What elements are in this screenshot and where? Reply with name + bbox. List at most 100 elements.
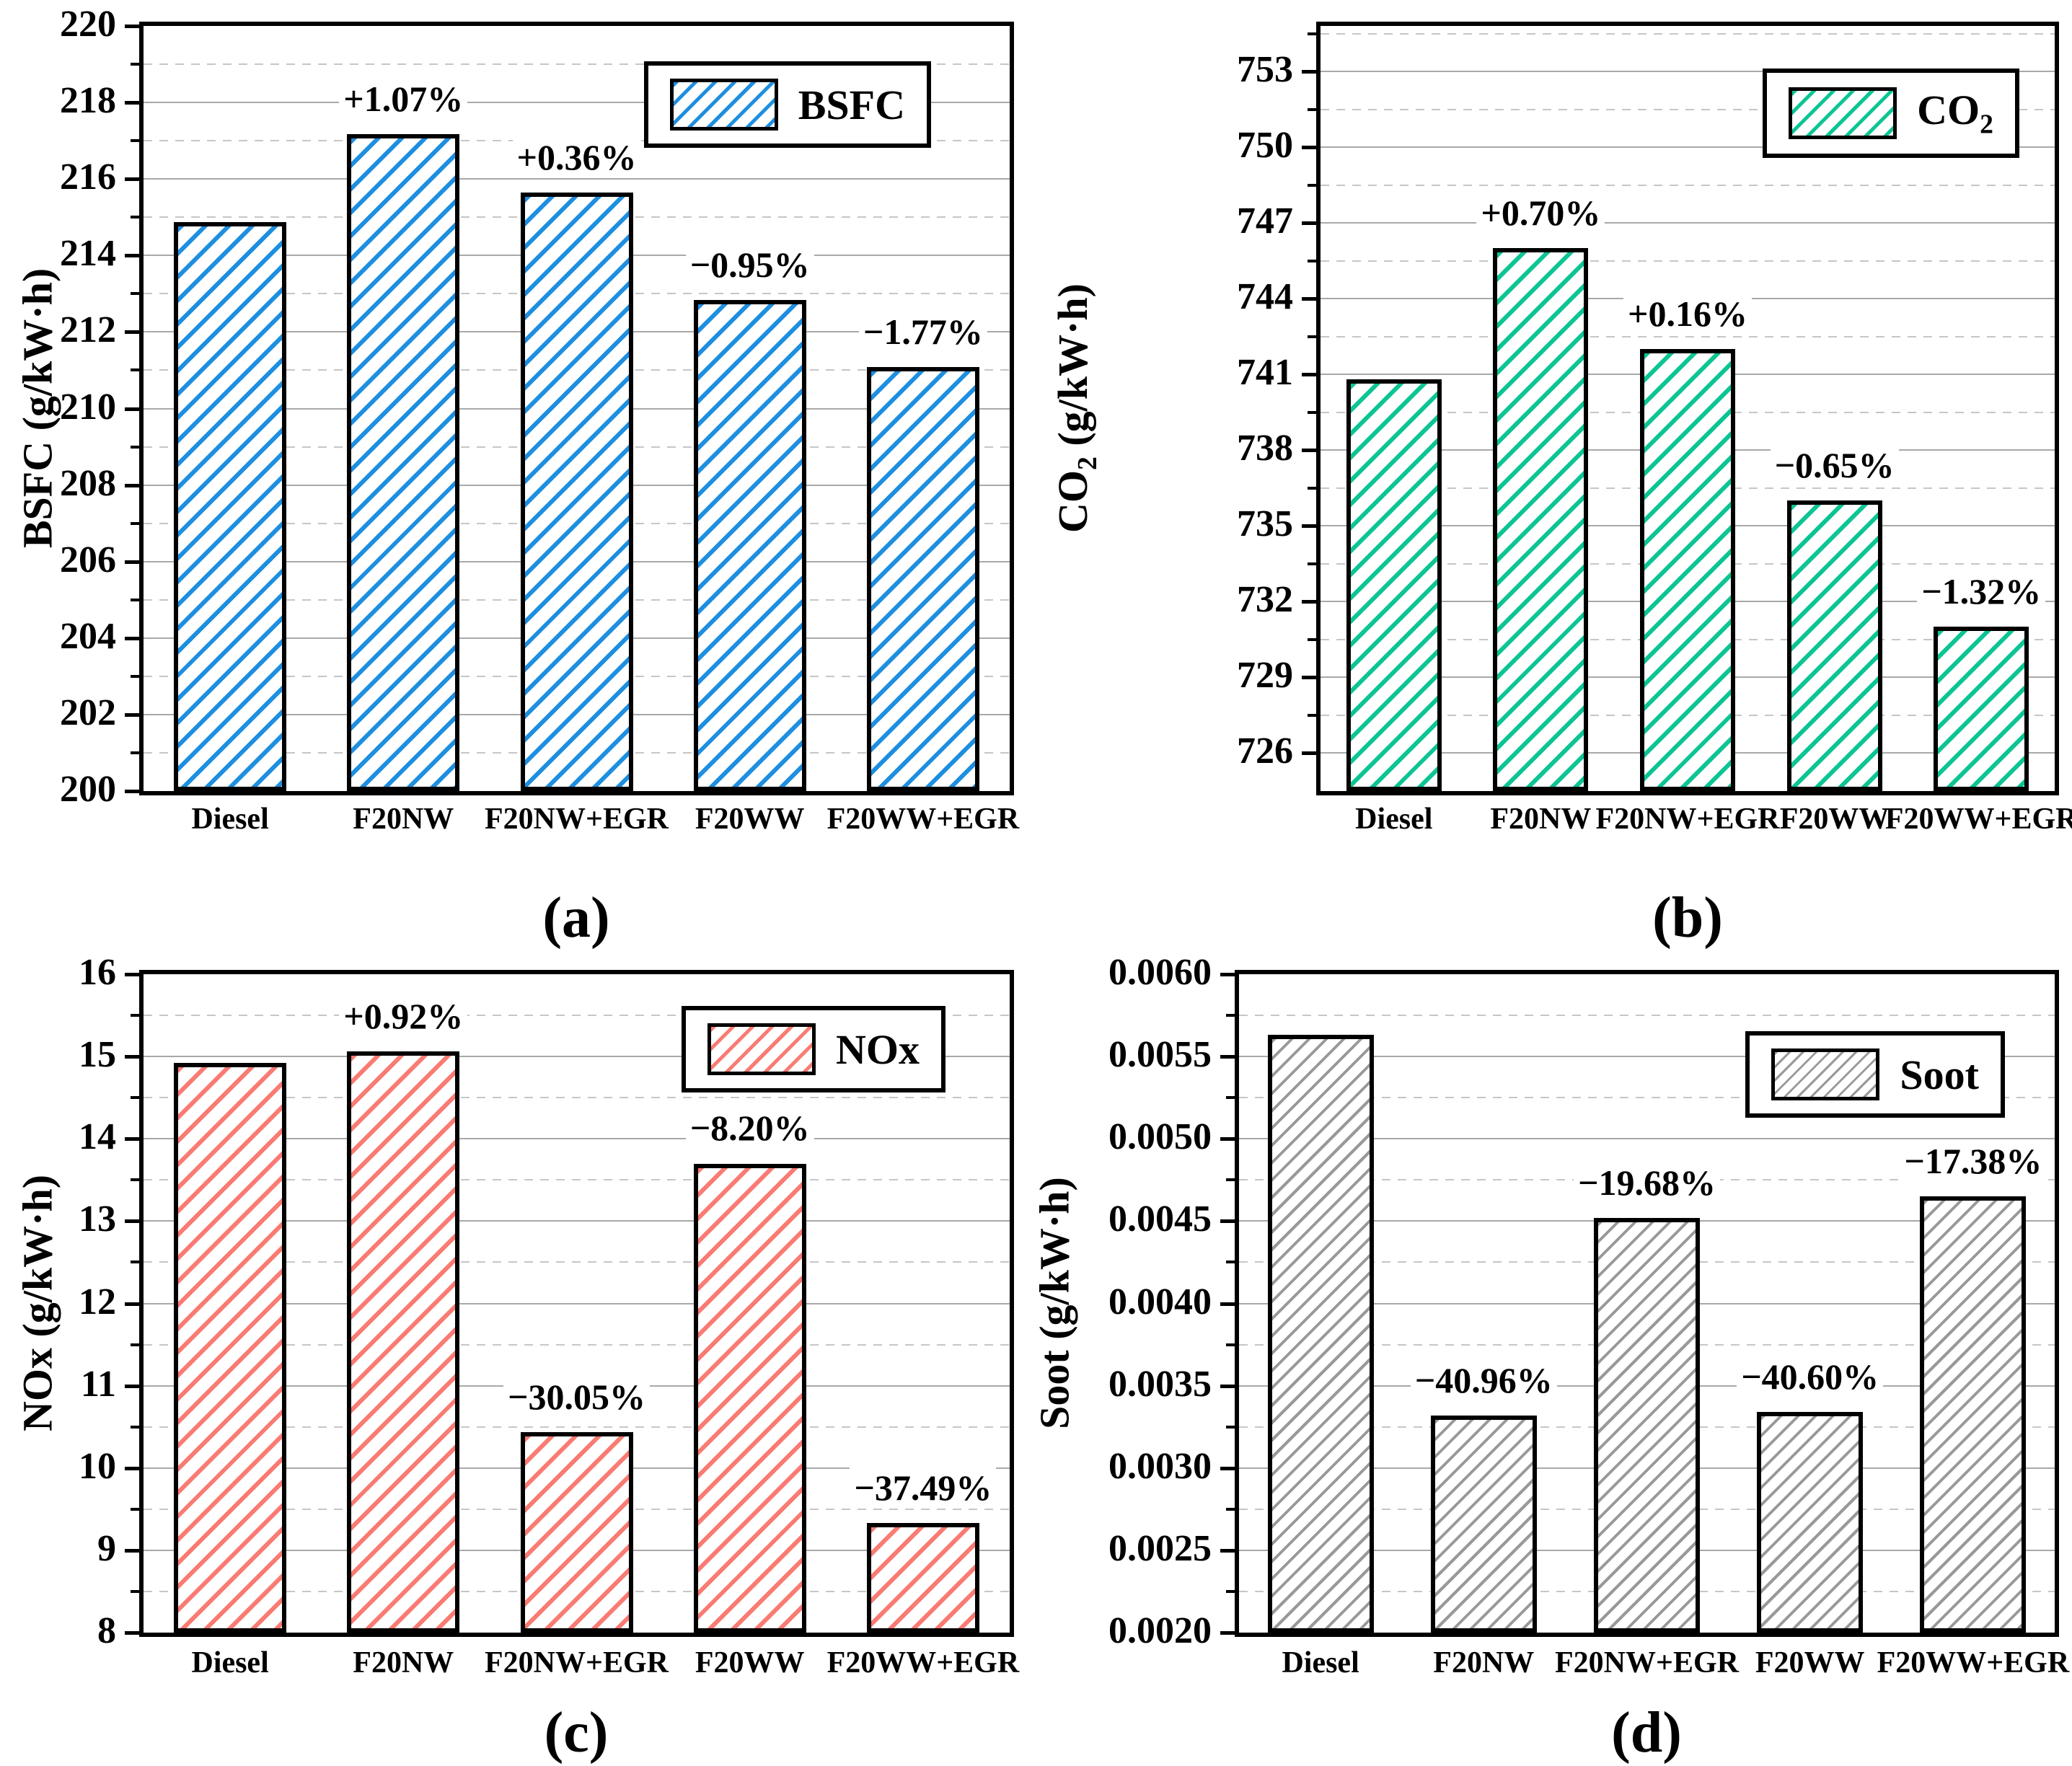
percent-change-text: +1.07% [339, 78, 468, 119]
y-minor-tick [1308, 107, 1316, 111]
x-tick-label-F20WW+EGR: F20WW+EGR [826, 803, 1020, 836]
bar-F20NW [1493, 248, 1589, 791]
major-gridline [1239, 1138, 2055, 1140]
y-tick-label: 744 [1237, 276, 1293, 318]
bar-F20WW+EGR [866, 1523, 979, 1633]
x-tick-label-F20NW+EGR: F20NW+EGR [485, 803, 669, 836]
subscript: 2 [1980, 109, 1993, 140]
bar-F20WW+EGR [1920, 1196, 2027, 1633]
y-major-tick [1302, 146, 1316, 150]
y-major-tick [1302, 676, 1316, 680]
y-minor-tick [131, 1096, 139, 1100]
percent-change-text: +0.92% [339, 996, 468, 1037]
y-major-tick [1302, 70, 1316, 74]
y-major-tick [125, 636, 139, 640]
x-tick-label-F20WW+EGR: F20WW+EGR [1884, 803, 2072, 836]
x-tick-label-Diesel: Diesel [1282, 1646, 1359, 1679]
major-gridline [1321, 71, 2055, 73]
bar-F20WW+EGR [1934, 627, 2029, 791]
percent-change-text: −30.05% [503, 1376, 650, 1417]
bar-F20WW [1786, 500, 1882, 791]
percent-change-label: −40.60% [1644, 1356, 1976, 1398]
y-minor-tick [131, 1178, 139, 1182]
y-major-tick [1302, 297, 1316, 301]
panel-letter: (a) [542, 886, 610, 950]
bar-F20WW [1757, 1412, 1864, 1633]
x-tick-label-F20WW+EGR: F20WW+EGR [826, 1646, 1020, 1679]
y-minor-tick [131, 445, 139, 449]
y-tick-label: 9 [97, 1527, 116, 1569]
major-gridline [1321, 146, 2055, 149]
plot-area [1220, 970, 2059, 1637]
y-minor-tick [1226, 1096, 1235, 1100]
y-tick-label: 12 [79, 1281, 116, 1323]
subscript: 2 [1072, 456, 1103, 470]
y-tick-label: 8 [97, 1610, 116, 1651]
y-tick-label: 13 [79, 1198, 116, 1240]
y-minor-tick [1308, 713, 1316, 717]
x-tick-label-F20NW+EGR: F20NW+EGR [1595, 803, 1780, 836]
percent-change-label: −19.68% [1481, 1162, 1813, 1204]
y-tick-label: 0.0050 [1108, 1116, 1212, 1158]
major-gridline [1321, 222, 2055, 224]
major-gridline [144, 178, 1010, 180]
y-minor-tick [1308, 486, 1316, 490]
panel-letter: (b) [1652, 886, 1723, 950]
y-tick-label: 212 [60, 309, 116, 351]
y-minor-tick [131, 216, 139, 219]
minor-gridline [144, 1261, 1010, 1263]
major-gridline [144, 1302, 1010, 1304]
y-major-tick [125, 177, 139, 182]
minor-gridline [1321, 260, 2055, 262]
y-minor-tick [1308, 410, 1316, 414]
percent-change-label: −40.96% [1318, 1359, 1649, 1401]
y-tick-label: 216 [60, 156, 116, 198]
y-minor-tick [131, 674, 139, 678]
y-major-tick [1220, 1302, 1235, 1306]
y-major-tick [1302, 600, 1316, 604]
y-minor-tick [1308, 637, 1316, 641]
y-tick-label: 10 [79, 1445, 116, 1487]
y-minor-tick [1308, 183, 1316, 187]
y-tick-label: 729 [1237, 655, 1293, 697]
percent-change-text: −40.96% [1410, 1359, 1557, 1400]
percent-change-label: −30.05% [411, 1376, 743, 1418]
minor-gridline [1321, 32, 2055, 35]
y-tick-label: 747 [1237, 200, 1293, 242]
percent-change-text: −1.32% [1917, 571, 2046, 612]
y-minor-tick [1226, 1507, 1235, 1511]
bar-Diesel [174, 221, 287, 791]
x-tick-label-F20NW: F20NW [1433, 1646, 1535, 1679]
y-major-tick [1220, 973, 1235, 976]
x-tick-label-F20NW: F20NW [1490, 803, 1592, 836]
x-tick-label-F20NW: F20NW [353, 1646, 454, 1679]
percent-change-label: −8.20% [584, 1107, 916, 1149]
y-major-tick [125, 1219, 139, 1224]
y-minor-tick [131, 751, 139, 754]
legend-swatch [1771, 1048, 1880, 1100]
minor-gridline [1239, 1015, 2055, 1017]
percent-change-label: +1.07% [237, 78, 569, 120]
percent-change-label: +0.92% [237, 995, 569, 1037]
y-tick-label: 0.0020 [1108, 1610, 1212, 1651]
percent-change-label: +0.16% [1522, 293, 1853, 335]
y-minor-tick [1226, 1014, 1235, 1017]
panel-letter: (c) [544, 1701, 609, 1765]
y-tick-label: 0.0030 [1108, 1445, 1212, 1487]
percent-change-text: +0.36% [512, 136, 641, 177]
y-tick-label: 0.0035 [1108, 1363, 1212, 1405]
y-major-tick [1302, 373, 1316, 377]
minor-gridline [144, 1179, 1010, 1181]
y-tick-label: 14 [79, 1116, 116, 1158]
percent-change-text: −1.77% [858, 312, 987, 353]
y-major-tick [125, 330, 139, 335]
y-major-tick [125, 712, 139, 717]
y-major-tick [1220, 1548, 1235, 1553]
minor-gridline [144, 1426, 1010, 1428]
y-tick-label: 0.0025 [1108, 1527, 1212, 1569]
x-tick-label-F20WW: F20WW [1779, 803, 1890, 836]
legend: BSFC [643, 61, 931, 148]
x-tick-label-F20WW+EGR: F20WW+EGR [1877, 1646, 2070, 1679]
bar-F20NW [1430, 1415, 1537, 1633]
